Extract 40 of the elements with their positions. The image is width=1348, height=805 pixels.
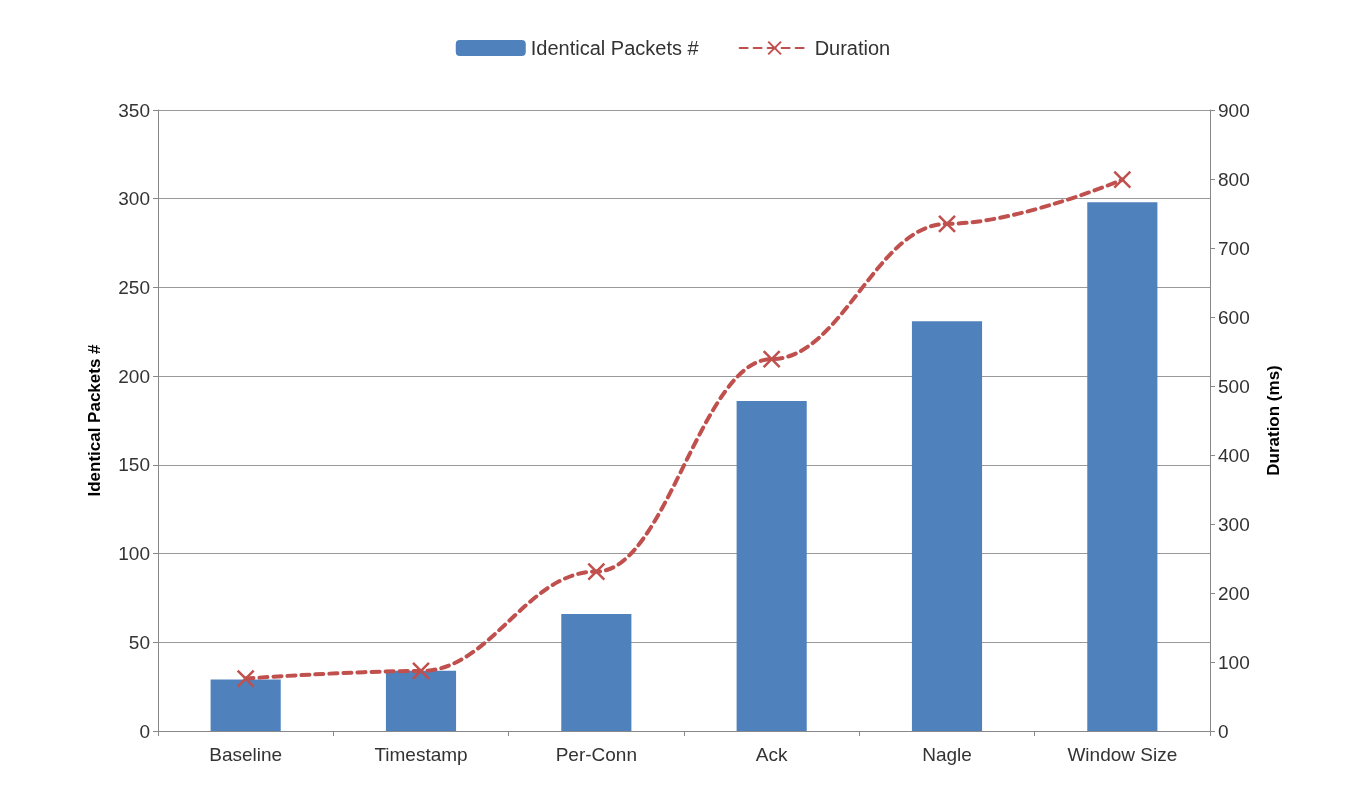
point	[411, 661, 431, 681]
y2-tick-label: 300	[1218, 513, 1250, 535]
y-axis-title: Identical Packets #	[85, 343, 104, 497]
legend-label: Identical Packets #	[530, 37, 700, 59]
y2-tick-label: 200	[1218, 582, 1250, 604]
y2-tick-label: 100	[1218, 651, 1250, 673]
y2-tick-label: 800	[1218, 168, 1250, 190]
y-tick-label: 350	[118, 99, 150, 121]
x-tick-label: Ack	[755, 744, 788, 765]
x-tick-label: Timestamp	[374, 744, 468, 765]
x-tick-label: Nagle	[922, 744, 972, 765]
y2-tick-label: 900	[1218, 99, 1250, 121]
y-tick-label: 250	[118, 276, 150, 298]
point	[236, 669, 255, 688]
bar	[911, 321, 983, 731]
bar	[561, 613, 632, 731]
y-tick-label: 300	[118, 188, 150, 210]
point	[1113, 170, 1132, 189]
y2-tick-label: 600	[1218, 306, 1250, 328]
y2-axis-title: Duration (ms)	[1264, 365, 1283, 476]
x-tick-label: Window Size	[1067, 744, 1178, 765]
x-tick-label: Per-Conn	[555, 744, 637, 765]
point	[587, 562, 606, 581]
y2-tick-label: 0	[1218, 720, 1229, 742]
y-tick-label: 100	[118, 543, 150, 565]
bar	[210, 679, 281, 731]
y-tick-label: 200	[118, 365, 150, 387]
legend-label: Duration	[814, 37, 891, 59]
y2-tick-label: 700	[1218, 237, 1250, 259]
bar	[736, 400, 807, 731]
y2-tick-label: 500	[1218, 375, 1250, 397]
y-tick-label: 50	[128, 631, 150, 653]
point	[762, 349, 781, 369]
y2-tick-label: 400	[1218, 444, 1250, 466]
x-tick-label: Baseline	[209, 744, 283, 765]
bar	[1087, 202, 1158, 731]
y-tick-label: 0	[139, 720, 150, 742]
bar	[385, 670, 457, 731]
y-tick-label: 150	[118, 454, 150, 476]
point	[937, 214, 957, 234]
